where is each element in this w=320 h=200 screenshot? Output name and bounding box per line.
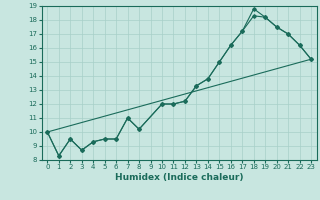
X-axis label: Humidex (Indice chaleur): Humidex (Indice chaleur) (115, 173, 244, 182)
